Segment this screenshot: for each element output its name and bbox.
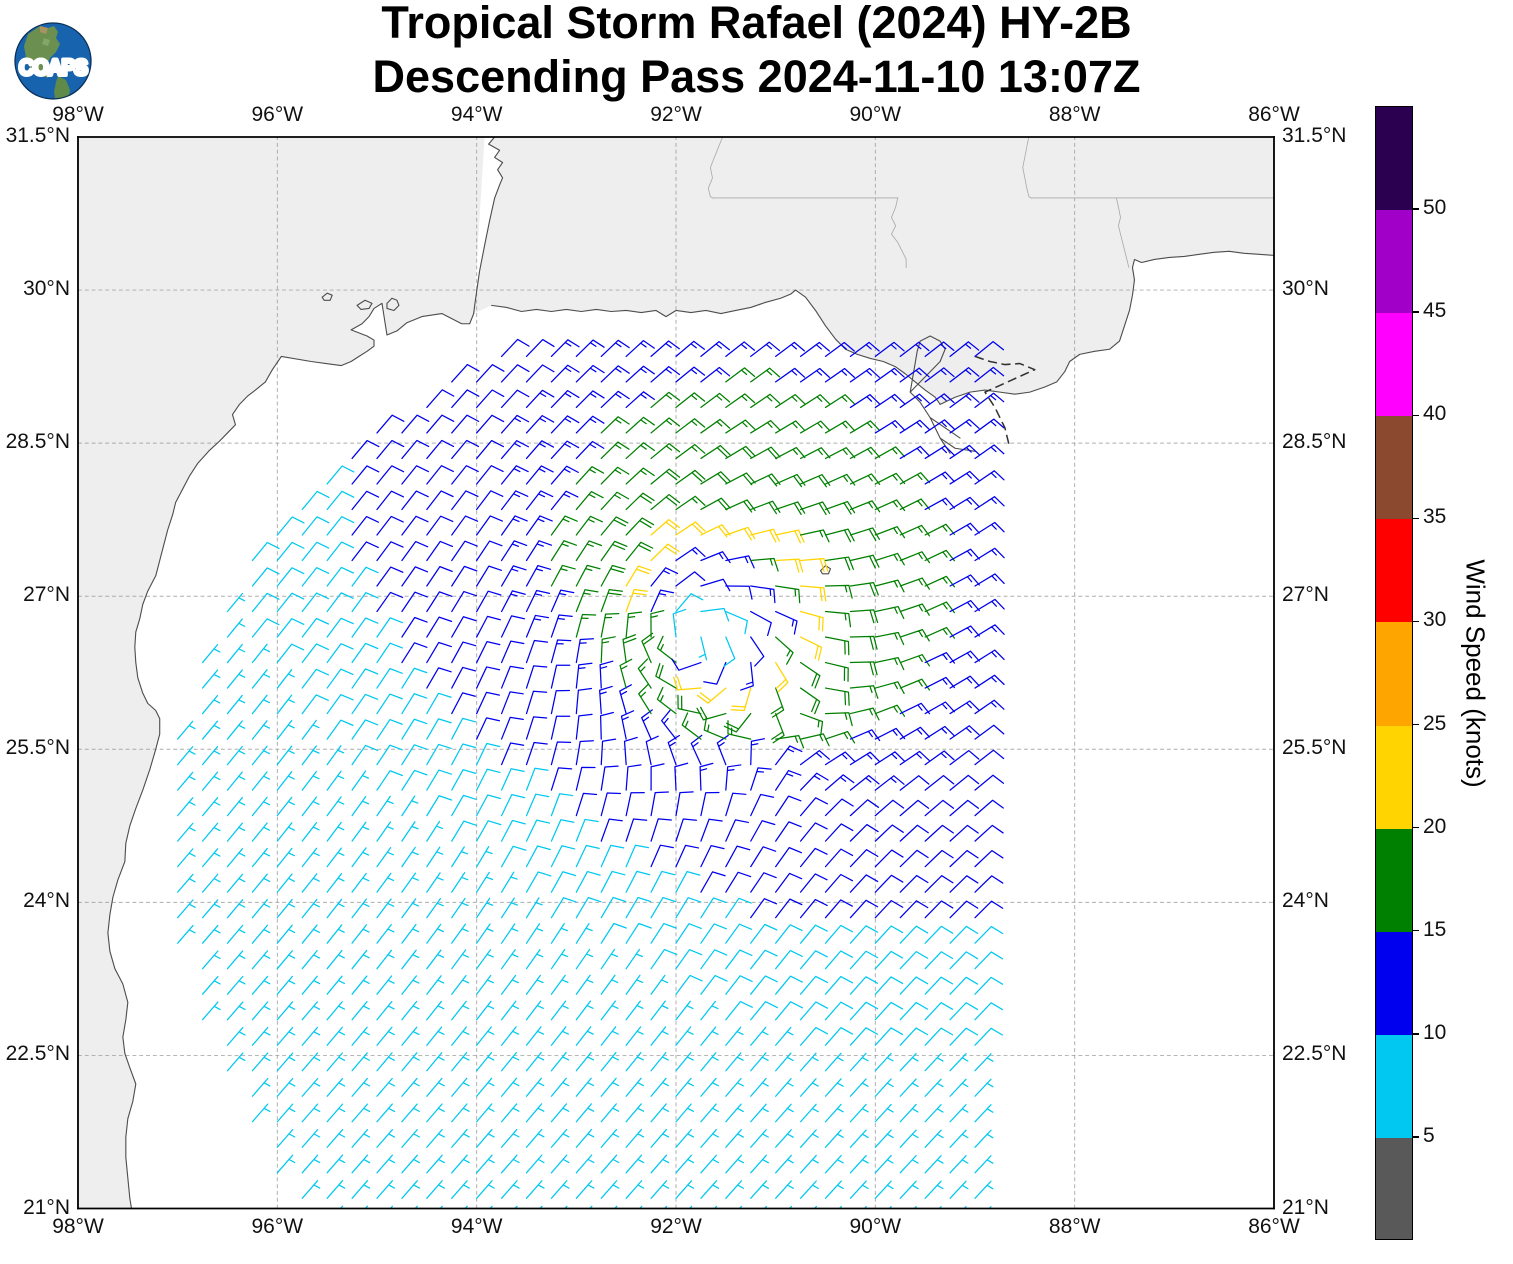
svg-text:COAPS: COAPS <box>19 55 87 80</box>
